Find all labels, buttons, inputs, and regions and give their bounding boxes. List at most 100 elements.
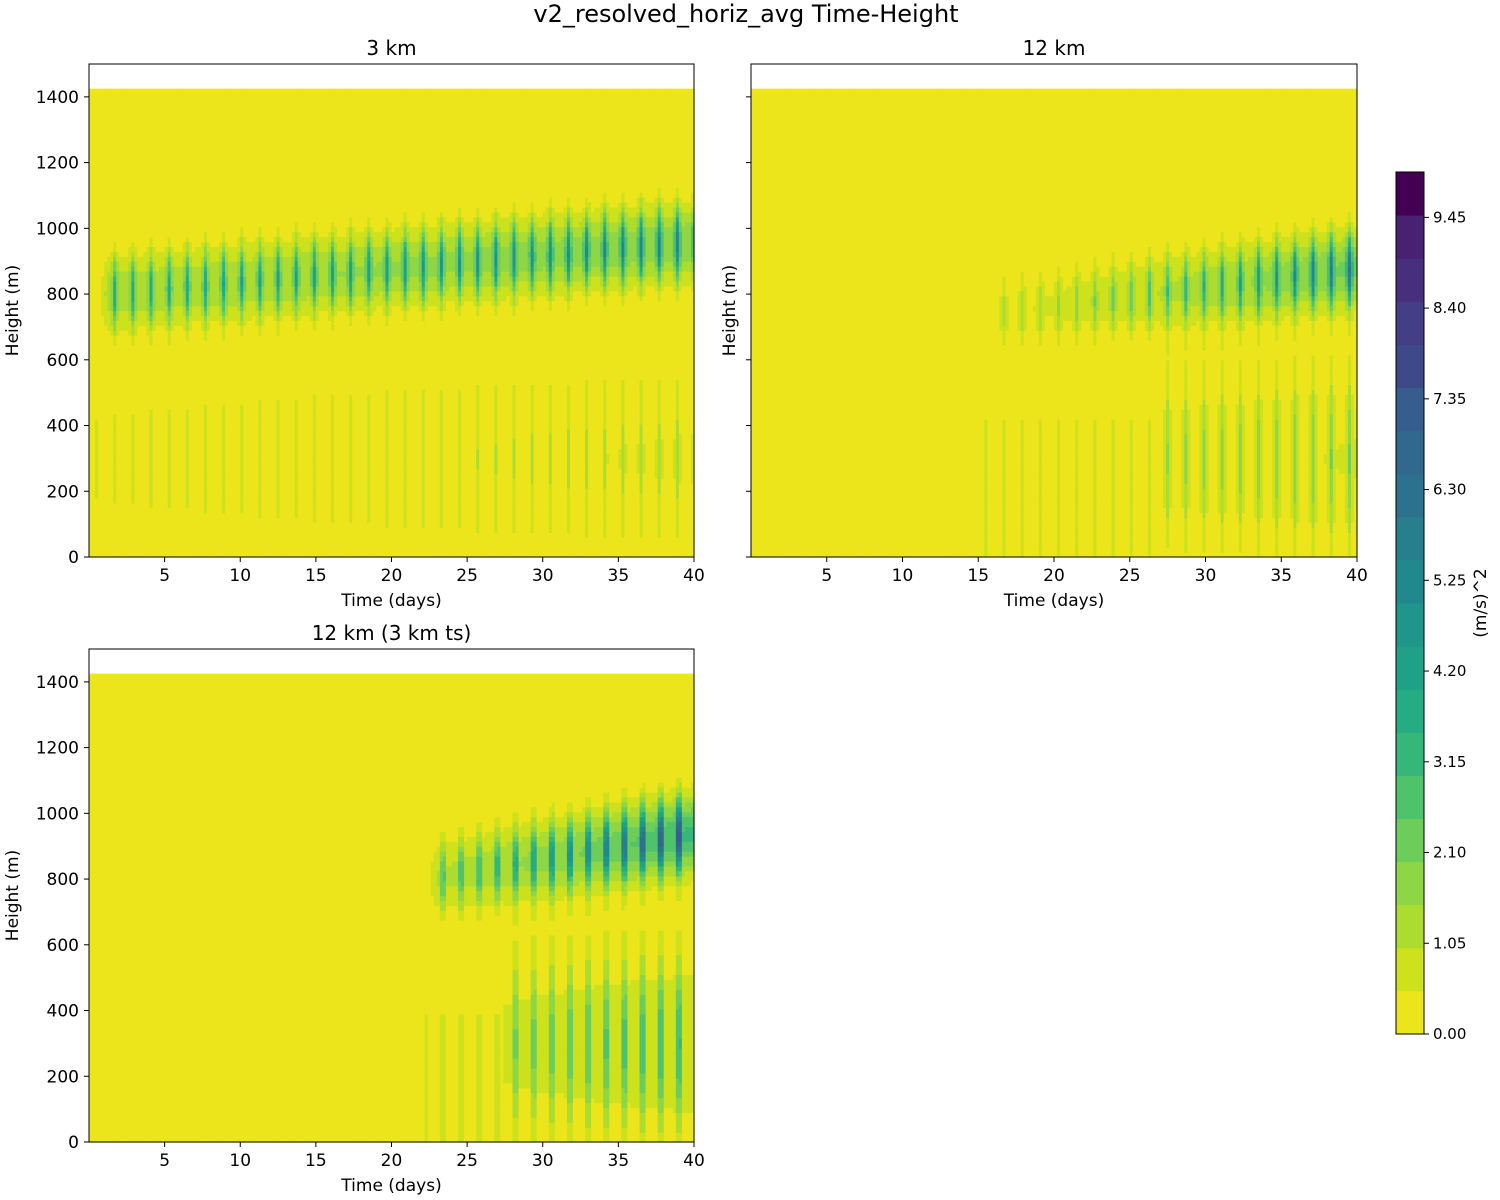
heatmap-cell [116, 236, 120, 243]
heatmap-cell [122, 468, 126, 474]
heatmap-cell [95, 231, 99, 238]
heatmap-cell [134, 177, 139, 183]
heatmap-cell [131, 142, 135, 149]
heatmap-cell [107, 399, 111, 405]
heatmap-cell [119, 497, 123, 504]
heatmap-cell [113, 379, 117, 386]
heatmap-cell [89, 261, 93, 267]
heatmap-cell [89, 487, 93, 494]
heatmap-cell [119, 453, 123, 459]
heatmap-cell [116, 226, 120, 233]
heatmap-cell [128, 487, 132, 494]
heatmap-cell [134, 241, 139, 248]
heatmap-cell [92, 418, 96, 425]
heatmap-cell [122, 206, 126, 213]
heatmap-cell [95, 478, 99, 484]
heatmap-cell [89, 389, 93, 395]
heatmap-cell [101, 478, 105, 484]
heatmap-cell [122, 428, 126, 435]
heatmap-cell [110, 374, 114, 381]
heatmap-cell [122, 192, 126, 198]
heatmap-cell [125, 310, 129, 317]
heatmap-cell [119, 197, 123, 203]
heatmap-cell [131, 197, 135, 203]
heatmap-cell [95, 443, 99, 450]
heatmap-cell [89, 211, 93, 218]
heatmap-cell [125, 458, 129, 464]
heatmap-cell [98, 123, 102, 129]
heatmap-cell [104, 320, 108, 326]
heatmap-cell [131, 300, 135, 307]
heatmap-cell [104, 88, 108, 95]
heatmap-cell [95, 438, 99, 445]
heatmap-cell [134, 147, 139, 154]
heatmap-cell [119, 256, 123, 262]
heatmap-cell [95, 275, 99, 282]
heatmap-cell [113, 246, 117, 252]
heatmap-cell [107, 137, 111, 144]
heatmap-cell [101, 128, 105, 134]
heatmap-cell [113, 133, 117, 139]
heatmap-cell [95, 211, 99, 218]
heatmap-cell [104, 108, 108, 114]
heatmap-cell [89, 473, 93, 479]
heatmap-cell [110, 532, 114, 538]
heatmap-cell [125, 133, 129, 139]
heatmap-cell [104, 231, 108, 238]
heatmap-cell [92, 340, 96, 346]
heatmap-cell [137, 261, 142, 267]
heatmap-cell [98, 137, 102, 144]
heatmap-cell [137, 443, 142, 450]
heatmap-cell [119, 483, 123, 489]
heatmap-cell [92, 295, 96, 302]
heatmap-cell [128, 157, 132, 164]
heatmap-cell [101, 325, 105, 331]
heatmap-cell [98, 404, 102, 410]
heatmap-cell [131, 473, 135, 479]
heatmap-cell [137, 172, 142, 178]
heatmap-cell [125, 280, 129, 287]
heatmap-cell [119, 325, 123, 331]
heatmap-cell [137, 359, 142, 366]
heatmap-cell [140, 448, 145, 455]
heatmap-cell [125, 167, 129, 174]
heatmap-cell [101, 537, 105, 543]
heatmap-cell [131, 354, 135, 361]
heatmap-cell [140, 502, 145, 509]
heatmap-cell [116, 300, 120, 307]
heatmap-cell [113, 206, 117, 213]
heatmap-cell [104, 216, 108, 223]
heatmap-cell [134, 414, 139, 420]
heatmap-cell [92, 147, 96, 154]
heatmap-cell [128, 409, 132, 415]
heatmap-cell [128, 202, 132, 208]
heatmap-cell [89, 492, 93, 499]
heatmap-cell [113, 547, 117, 553]
heatmap-cell [110, 241, 114, 248]
heatmap-cell [92, 256, 96, 262]
heatmap-cell [113, 374, 117, 381]
heatmap-cell [95, 128, 99, 134]
heatmap-cell [101, 290, 105, 297]
heatmap-cell [95, 522, 99, 529]
heatmap-cell [95, 216, 99, 223]
heatmap-cell [104, 118, 108, 124]
heatmap-cell [92, 246, 96, 252]
heatmap-cell [134, 182, 139, 188]
heatmap-cell [92, 202, 96, 208]
heatmap-cell [122, 231, 126, 238]
heatmap-cell [104, 290, 108, 297]
heatmap-cell [95, 423, 99, 430]
heatmap-cell [137, 374, 142, 381]
heatmap-cell [119, 443, 123, 450]
heatmap-cell [137, 202, 142, 208]
heatmap-cell [131, 172, 135, 178]
heatmap-cell [119, 147, 123, 154]
heatmap-cell [89, 552, 93, 558]
heatmap-cell [92, 290, 96, 297]
heatmap-cell [89, 177, 93, 183]
heatmap-cell [116, 542, 120, 548]
heatmap-cell [131, 399, 135, 405]
heatmap-cell [119, 399, 123, 405]
heatmap-cell [125, 157, 129, 164]
